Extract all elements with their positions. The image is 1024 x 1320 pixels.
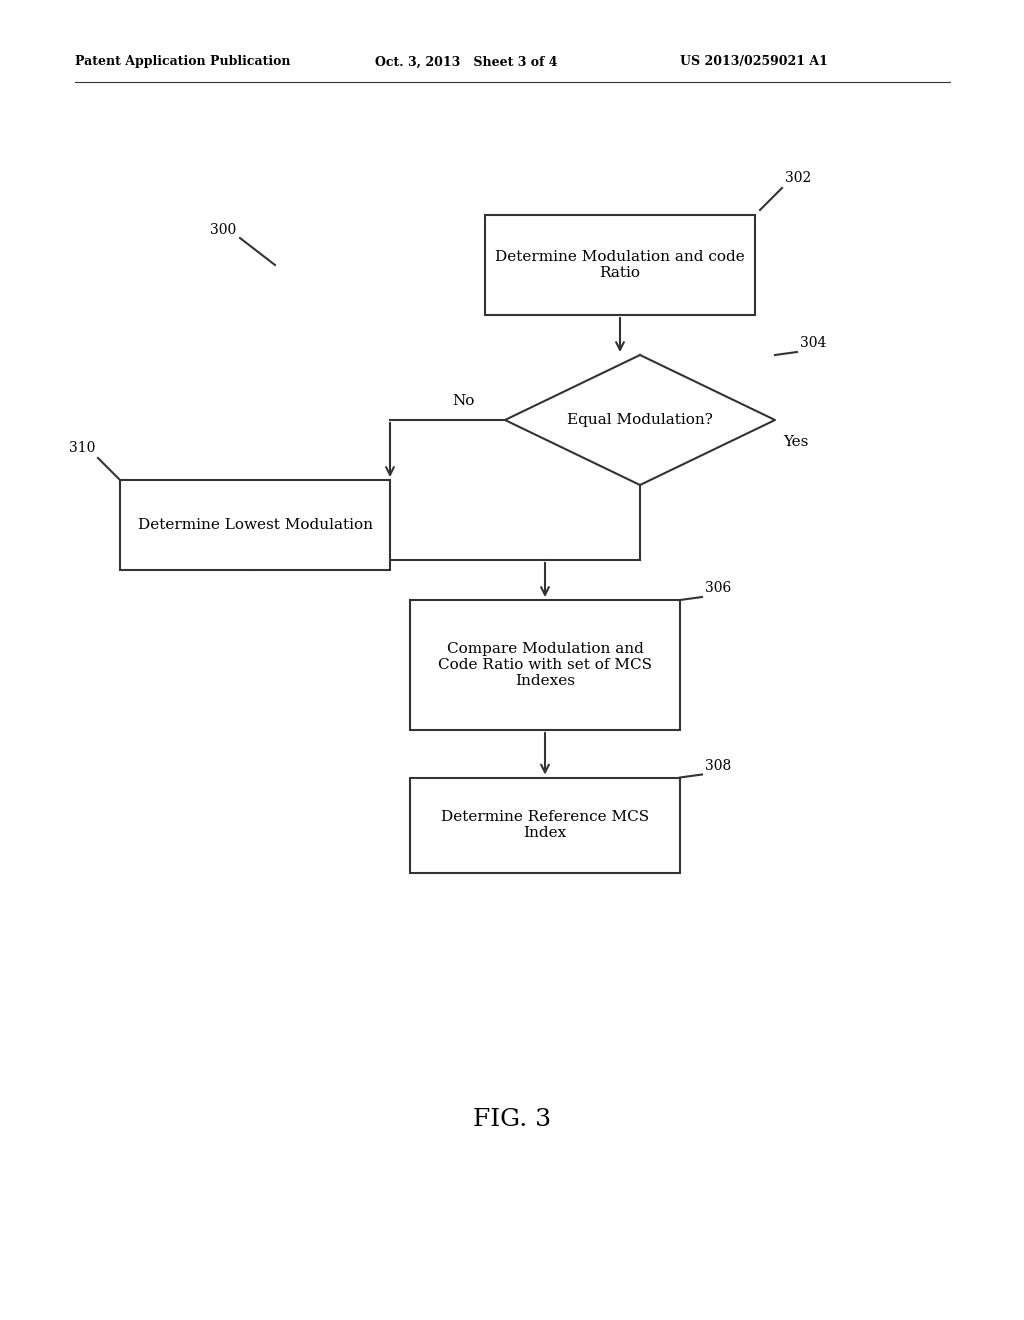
Text: 306: 306 xyxy=(705,581,731,595)
Bar xyxy=(485,215,755,315)
Text: Determine Lowest Modulation: Determine Lowest Modulation xyxy=(137,517,373,532)
Bar xyxy=(120,480,390,570)
Text: FIG. 3: FIG. 3 xyxy=(473,1109,551,1131)
Bar xyxy=(410,601,680,730)
Text: 304: 304 xyxy=(800,337,826,350)
Text: 300: 300 xyxy=(210,223,237,238)
Text: 308: 308 xyxy=(705,759,731,772)
Bar xyxy=(410,777,680,873)
Text: No: No xyxy=(453,393,475,408)
Text: Patent Application Publication: Patent Application Publication xyxy=(75,55,291,69)
Text: Equal Modulation?: Equal Modulation? xyxy=(567,413,713,426)
Text: 310: 310 xyxy=(69,441,95,455)
Text: Yes: Yes xyxy=(783,436,808,449)
Text: Compare Modulation and
Code Ratio with set of MCS
Indexes: Compare Modulation and Code Ratio with s… xyxy=(438,642,652,688)
Text: US 2013/0259021 A1: US 2013/0259021 A1 xyxy=(680,55,827,69)
Text: 302: 302 xyxy=(785,172,811,185)
Text: Determine Modulation and code
Ratio: Determine Modulation and code Ratio xyxy=(496,249,744,280)
Text: Oct. 3, 2013   Sheet 3 of 4: Oct. 3, 2013 Sheet 3 of 4 xyxy=(375,55,557,69)
Text: Determine Reference MCS
Index: Determine Reference MCS Index xyxy=(441,810,649,840)
